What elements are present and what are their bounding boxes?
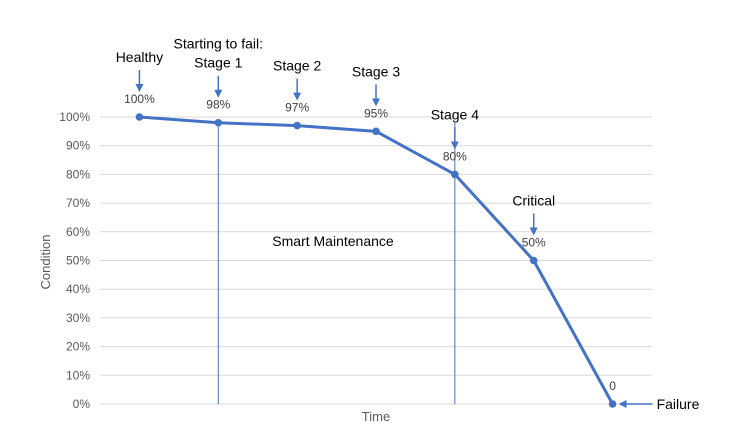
data-label: 100% [124, 92, 155, 106]
y-tick-label: 90% [66, 139, 90, 153]
y-tick-label: 20% [66, 340, 90, 354]
data-point [293, 121, 301, 130]
data-label: 98% [206, 98, 230, 112]
data-point [372, 127, 380, 136]
data-point [451, 170, 459, 179]
region-label: Smart Maintenance [272, 233, 394, 249]
data-point [529, 256, 538, 265]
data-label: 0 [609, 379, 616, 393]
x-axis-title: Time [362, 409, 390, 424]
y-tick-labels: 0% 10% 20% 30% 40% 50% 60% 70% 80% 90% 100% [59, 110, 90, 411]
y-tick-label: 50% [66, 254, 90, 268]
y-tick-label: 100% [59, 110, 90, 124]
data-point [214, 118, 223, 127]
annotation-label: Failure [657, 396, 700, 412]
data-label: 50% [522, 236, 546, 250]
annotation-label: Stage 4 [431, 106, 479, 122]
annotation-label: Critical [512, 193, 555, 209]
stage-annotations: Healthy Starting to fail: Stage 1 Stage 2 St… [116, 36, 700, 412]
data-point [135, 113, 144, 121]
data-point [608, 400, 617, 408]
annotation-label: Stage 2 [273, 58, 321, 74]
stage-marker-lines [217, 122, 456, 404]
y-tick-label: 60% [66, 225, 90, 239]
annotation-label: Stage 3 [352, 63, 400, 79]
gridlines [100, 116, 652, 405]
data-label: 97% [285, 101, 309, 115]
y-tick-label: 0% [73, 397, 91, 411]
data-label: 95% [364, 106, 388, 120]
y-tick-label: 10% [66, 368, 90, 382]
data-labels: 100% 98% 97% 95% 80% 50% 0 [124, 92, 616, 393]
y-tick-label: 40% [66, 282, 90, 296]
annotation-label: Starting to fail: [174, 36, 264, 52]
data-label: 80% [443, 149, 467, 163]
y-tick-label: 70% [66, 196, 90, 210]
condition-points [135, 113, 617, 408]
y-axis-title: Condition [38, 235, 53, 290]
y-tick-label: 80% [66, 167, 90, 181]
annotation-label: Stage 1 [194, 55, 242, 71]
y-tick-label: 30% [66, 311, 90, 325]
annotation-label: Healthy [116, 49, 163, 65]
